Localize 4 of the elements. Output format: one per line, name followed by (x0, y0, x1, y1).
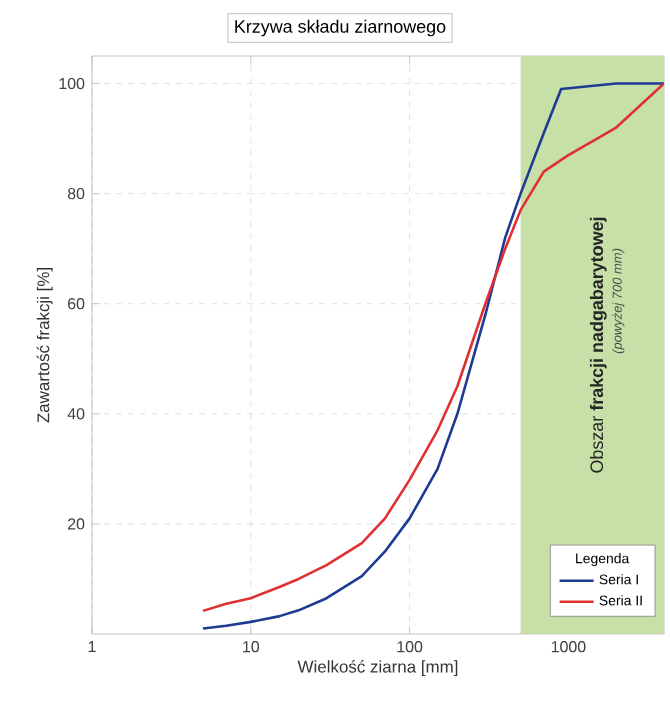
chart-title: Krzywa składu ziarnowego (235, 19, 446, 37)
band-label: Obszar frakcji nadgabarytowej (589, 217, 607, 473)
y-axis-title: Zawartość frakcji [%] (36, 268, 53, 423)
x-axis-title: Wielkość ziarna [mm] (297, 660, 458, 676)
